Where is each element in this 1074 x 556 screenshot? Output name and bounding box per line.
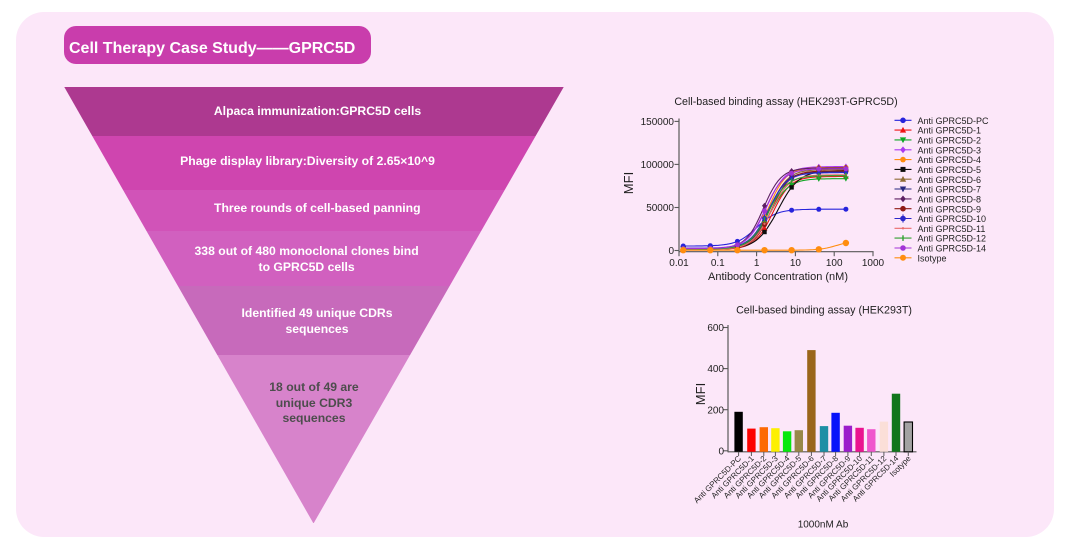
svg-text:Anti GPRC5D-7: Anti GPRC5D-7	[918, 185, 982, 195]
svg-text:1000: 1000	[862, 258, 885, 269]
svg-text:Anti GPRC5D-12: Anti GPRC5D-12	[918, 234, 987, 244]
svg-text:Anti GPRC5D-2: Anti GPRC5D-2	[918, 136, 982, 146]
svg-text:400: 400	[707, 364, 724, 375]
svg-text:150000: 150000	[641, 117, 675, 128]
svg-text:0: 0	[718, 446, 724, 457]
svg-text:Anti GPRC5D-8: Anti GPRC5D-8	[918, 195, 982, 205]
svg-text:100000: 100000	[641, 160, 675, 171]
svg-text:1000nM Ab: 1000nM Ab	[798, 520, 849, 531]
svg-text:Isotype: Isotype	[918, 253, 947, 263]
svg-text:100: 100	[826, 258, 843, 269]
svg-text:600: 600	[707, 323, 724, 334]
svg-text:0: 0	[668, 246, 674, 257]
svg-text:0.01: 0.01	[669, 258, 689, 269]
svg-text:MFI: MFI	[621, 172, 636, 194]
svg-text:Anti GPRC5D-11: Anti GPRC5D-11	[918, 224, 986, 234]
svg-text:Anti GPRC5D-14: Anti GPRC5D-14	[918, 244, 987, 254]
svg-text:Anti GPRC5D-PC: Anti GPRC5D-PC	[918, 116, 990, 126]
svg-text:Anti GPRC5D-9: Anti GPRC5D-9	[918, 204, 982, 214]
svg-text:Cell-based binding assay (HEK2: Cell-based binding assay (HEK293T-GPRC5D…	[674, 96, 897, 108]
svg-text:Cell-based binding assay (HEK2: Cell-based binding assay (HEK293T)	[736, 305, 912, 317]
svg-text:Anti GPRC5D-5: Anti GPRC5D-5	[918, 165, 982, 175]
svg-text:MFI: MFI	[693, 383, 708, 405]
svg-text:Antibody Concentration (nM): Antibody Concentration (nM)	[708, 271, 848, 283]
svg-text:Anti GPRC5D-10: Anti GPRC5D-10	[918, 214, 987, 224]
svg-text:Anti GPRC5D-6: Anti GPRC5D-6	[918, 175, 982, 185]
svg-text:200: 200	[707, 405, 724, 416]
svg-text:1: 1	[754, 258, 760, 269]
svg-text:10: 10	[790, 258, 802, 269]
svg-text:Anti GPRC5D-1: Anti GPRC5D-1	[918, 126, 982, 136]
svg-text:Anti GPRC5D-3: Anti GPRC5D-3	[918, 145, 982, 155]
svg-text:Anti GPRC5D-4: Anti GPRC5D-4	[918, 155, 982, 165]
svg-text:50000: 50000	[646, 203, 674, 214]
svg-text:0.1: 0.1	[711, 258, 725, 269]
